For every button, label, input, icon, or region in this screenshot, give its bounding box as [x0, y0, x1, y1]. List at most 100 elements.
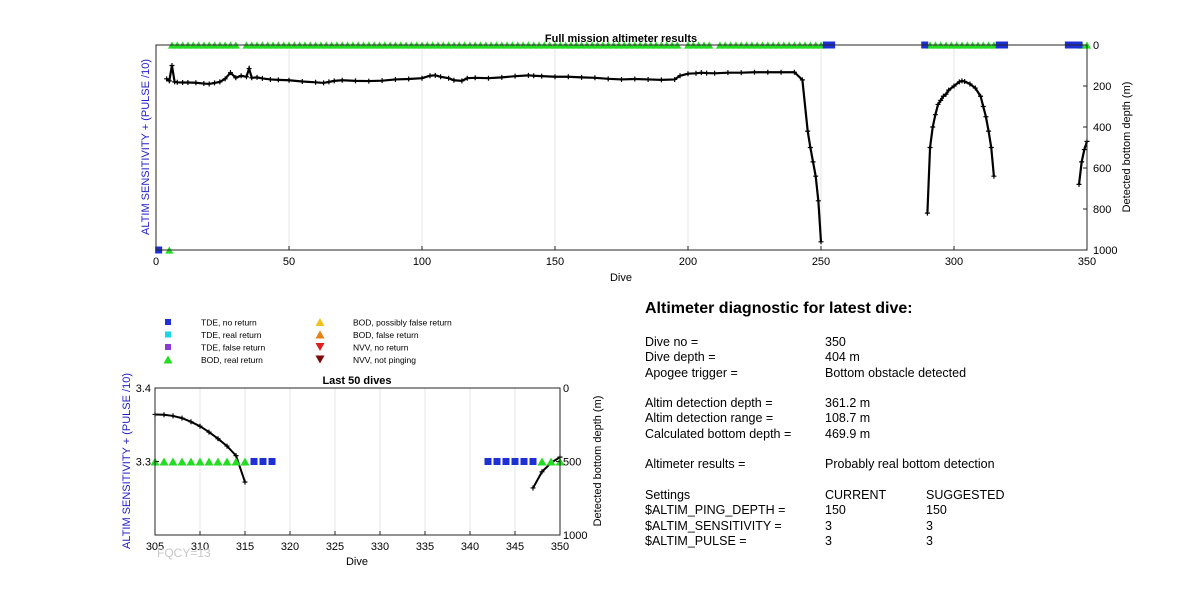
data-point [206, 429, 212, 435]
data-point [791, 69, 797, 75]
calculated-depth-value: 469.9 m [825, 426, 871, 441]
data-point [206, 81, 212, 87]
data-point [446, 75, 452, 81]
y-right-tick-label: 0 [563, 383, 569, 395]
data-point [233, 453, 239, 459]
data-point [978, 93, 984, 99]
data-point [164, 76, 170, 82]
data-point [217, 79, 223, 85]
data-point [799, 77, 805, 83]
calculated-depth-label: Calculated bottom depth = [645, 426, 792, 441]
results-row: Altimeter results = Probably real bottom … [645, 457, 1165, 472]
tde-no-return-marker [511, 458, 519, 465]
data-point [988, 145, 994, 150]
data-point [246, 66, 252, 72]
bod-real-return-marker [546, 457, 556, 466]
data-point [188, 419, 194, 425]
data-point [940, 93, 946, 99]
data-point [778, 69, 784, 75]
bod-real-return-marker [537, 457, 547, 466]
data-point [932, 112, 938, 118]
tde-no-return-marker [493, 458, 501, 465]
data-point [658, 77, 664, 83]
tde-no-return-marker [502, 458, 510, 465]
data-point [233, 75, 239, 81]
data-point [805, 128, 811, 134]
legend-triangle-icon [315, 342, 325, 352]
legend-triangle-icon [315, 355, 325, 364]
data-point [813, 173, 819, 179]
grid-lines [155, 45, 1088, 250]
data-point [419, 75, 425, 81]
data-point [254, 74, 260, 80]
plot-frame [155, 44, 1088, 251]
legend-label: TDE, false return [201, 343, 266, 353]
results-label: Altimeter results = [645, 457, 746, 472]
watermark-fqcy: FQCY=13 [157, 546, 211, 560]
data-point [166, 78, 172, 84]
y-right-tick-label: 800 [1093, 204, 1111, 216]
ping-depth-suggested: 150 [926, 503, 947, 518]
bottom-depth-line [926, 79, 995, 214]
data-point [951, 83, 957, 89]
data-point [552, 74, 558, 80]
data-point [980, 104, 986, 109]
legend-label: BOD, possibly false return [353, 318, 452, 328]
legend-triangle-icon [163, 355, 173, 364]
data-point [810, 159, 816, 165]
x-tick-label: 350 [551, 541, 569, 553]
tde-no-return-marker [520, 458, 528, 465]
data-point [197, 423, 203, 429]
y-right-tick-label: 200 [1093, 81, 1111, 93]
detection-range-label: Altim detection range = [645, 411, 774, 426]
data-point [170, 413, 176, 419]
data-point [698, 70, 704, 76]
data-point [193, 80, 199, 86]
data-point [752, 69, 757, 75]
bottom-depth-line [165, 64, 823, 242]
settings-header-row: Settings CURRENT SUGGESTED [645, 488, 1165, 503]
legend-label: TDE, real return [201, 330, 262, 340]
depth-lines [164, 63, 1090, 245]
detection-range-row: Altim detection range = 108.7 m [645, 411, 1165, 426]
data-point [212, 80, 218, 86]
data-point [956, 79, 962, 85]
dive-depth-row: Dive depth = 404 m [645, 350, 1165, 365]
ping-depth-current: 150 [825, 503, 846, 518]
chart-title: Full mission altimeter results [545, 33, 697, 45]
data-point [645, 76, 651, 82]
data-point [238, 73, 244, 79]
x-tick-label: 340 [461, 541, 479, 553]
apogee-label: Apogee trigger = [645, 365, 738, 380]
data-point [331, 78, 337, 84]
data-point [672, 76, 678, 82]
data-point [432, 72, 438, 78]
pulse-current: 3 [825, 533, 832, 548]
data-point [962, 78, 968, 84]
x-tick-label: 315 [236, 541, 254, 553]
data-point [438, 74, 444, 80]
apogee-row: Apogee trigger = Bottom obstacle detected [645, 366, 1165, 381]
pulse-label: $ALTIM_PULSE = [645, 533, 747, 548]
data-point [275, 77, 281, 83]
x-tick-label: 345 [506, 541, 524, 553]
data-point [632, 76, 638, 82]
x-tick-label: 150 [546, 256, 564, 268]
data-point [180, 80, 186, 86]
axis-ticks: 0 50 100 150 200 250 300 350 0 200 400 600 800 1000 [153, 40, 1118, 268]
data-point [451, 77, 457, 83]
right-axis-label: Detected bottom depth (m) [1121, 82, 1133, 213]
data-point [243, 74, 249, 80]
data-point [693, 70, 699, 76]
data-point [406, 76, 412, 82]
data-point [530, 485, 536, 491]
last-50-dives-chart: TDE, no return TDE, real return TDE, false… [121, 318, 604, 569]
data-point [525, 72, 531, 78]
bod-real-return-marker [195, 457, 205, 466]
data-point [267, 76, 273, 82]
data-point [943, 91, 949, 97]
y-left-tick-label: 3.4 [136, 383, 151, 395]
data-point [174, 79, 180, 85]
sensitivity-label: $ALTIM_SENSITIVITY = [645, 518, 782, 533]
data-point [326, 79, 332, 85]
